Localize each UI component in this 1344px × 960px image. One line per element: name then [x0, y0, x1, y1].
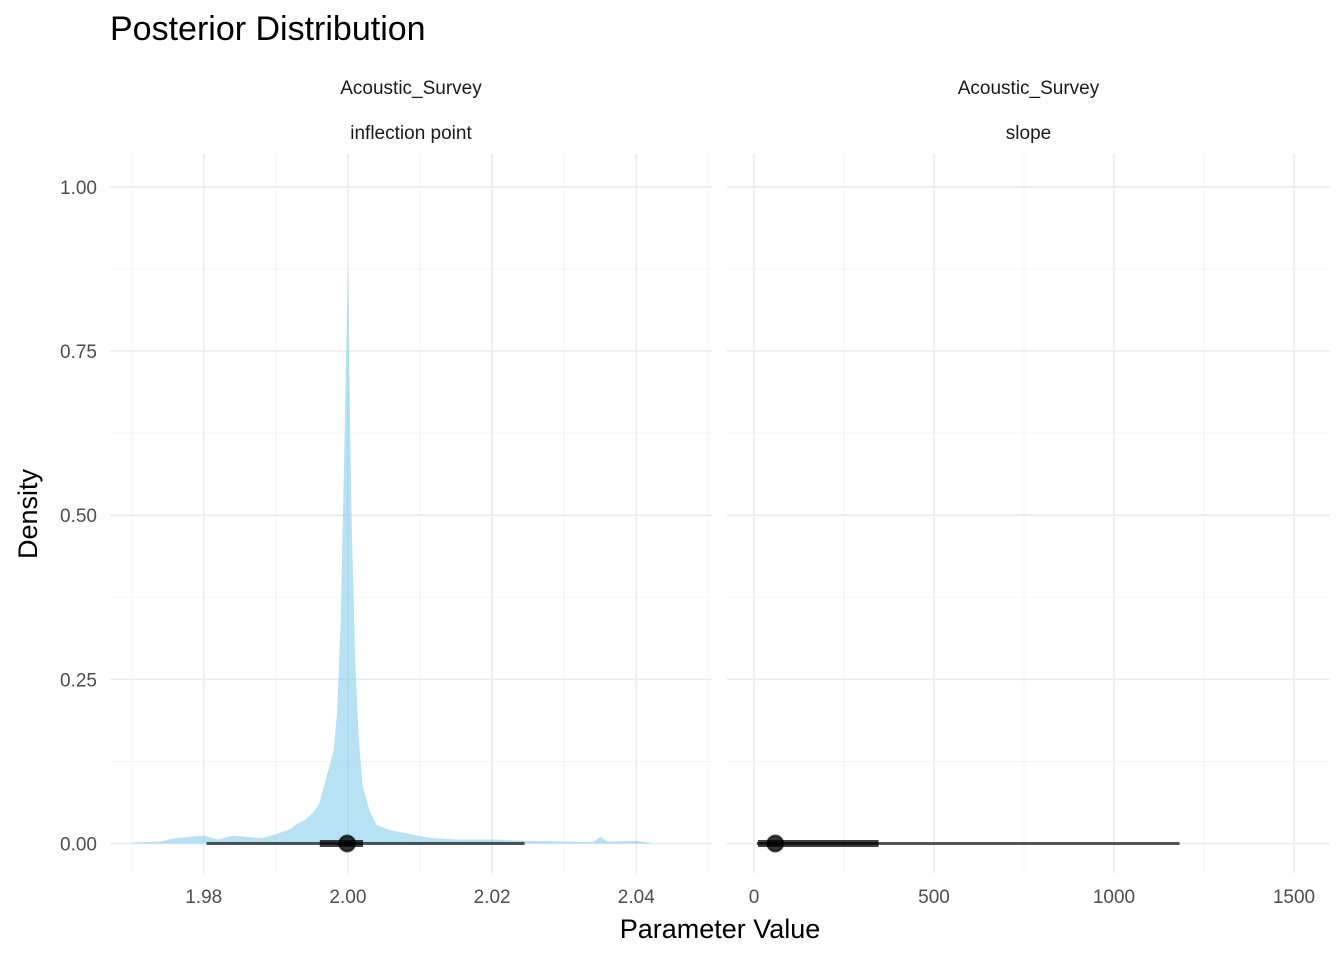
- point-estimate: [338, 834, 357, 853]
- x-tick-label: 1500: [1273, 887, 1315, 908]
- x-tick-label: 2.00: [329, 887, 366, 908]
- density-area: [131, 265, 651, 844]
- x-tick-label: 2.04: [618, 887, 655, 908]
- y-tick-label: 1.00: [60, 178, 97, 199]
- panel-1: 1.98 2.00 2.02 2.04 0.00 0.25 0.50 0.75 1.00 Acou…: [60, 78, 712, 908]
- x-tick-label: 1.98: [185, 887, 222, 908]
- strip-label-group: Acoustic_Survey: [340, 78, 482, 99]
- y-tick-label: 0.50: [60, 506, 97, 527]
- chart-title: Posterior Distribution: [110, 10, 426, 48]
- strip-label-parameter: slope: [1006, 123, 1051, 144]
- x-tick-label: 500: [918, 887, 950, 908]
- y-tick-label: 0.00: [60, 834, 97, 855]
- point-estimate: [766, 834, 785, 853]
- x-tick-label: 1000: [1093, 887, 1135, 908]
- y-tick-label: 0.25: [60, 670, 97, 691]
- strip-label-parameter: inflection point: [350, 123, 472, 144]
- strip-label-group: Acoustic_Survey: [958, 78, 1100, 99]
- x-tick-label: 0: [749, 887, 760, 908]
- y-axis-label: Density: [13, 468, 43, 559]
- x-tick-label: 2.02: [474, 887, 511, 908]
- y-tick-label: 0.75: [60, 342, 97, 363]
- x-axis-label: Parameter Value: [620, 914, 821, 944]
